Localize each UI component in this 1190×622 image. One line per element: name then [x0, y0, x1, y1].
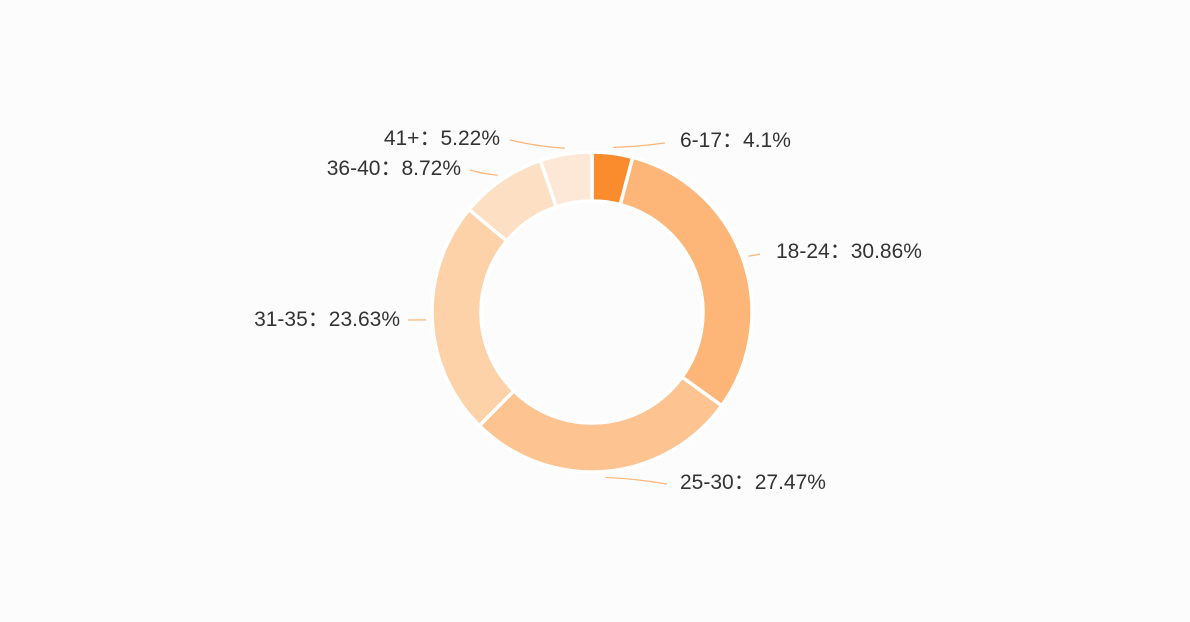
labels-group: 6-17：4.1% 18-24：30.86% 25-30：27.47% 31-3…: [254, 127, 922, 494]
leader-lines-group: [407, 139, 761, 485]
leader-line-18-24: [748, 253, 761, 257]
slice-label-41-plus: 41+：5.22%: [384, 127, 500, 150]
slice-label-6-17: 6-17：4.1%: [680, 129, 791, 152]
slice-41-plus: [538, 150, 594, 209]
slice-label-36-40: 36-40：8.72%: [327, 157, 461, 180]
slice-31-35: [430, 207, 516, 428]
leader-line-41-plus: [509, 139, 565, 149]
slice-18-24: [618, 155, 754, 408]
slice-label-25-30: 25-30：27.47%: [680, 471, 826, 494]
leader-line-36-40: [469, 169, 499, 176]
slice-25-30: [477, 375, 724, 474]
leader-line-6-17: [613, 142, 666, 148]
leader-line-25-30: [605, 476, 668, 485]
slice-label-18-24: 18-24：30.86%: [776, 240, 922, 263]
slices-group: [430, 150, 754, 474]
slice-label-31-35: 31-35：23.63%: [254, 308, 400, 331]
